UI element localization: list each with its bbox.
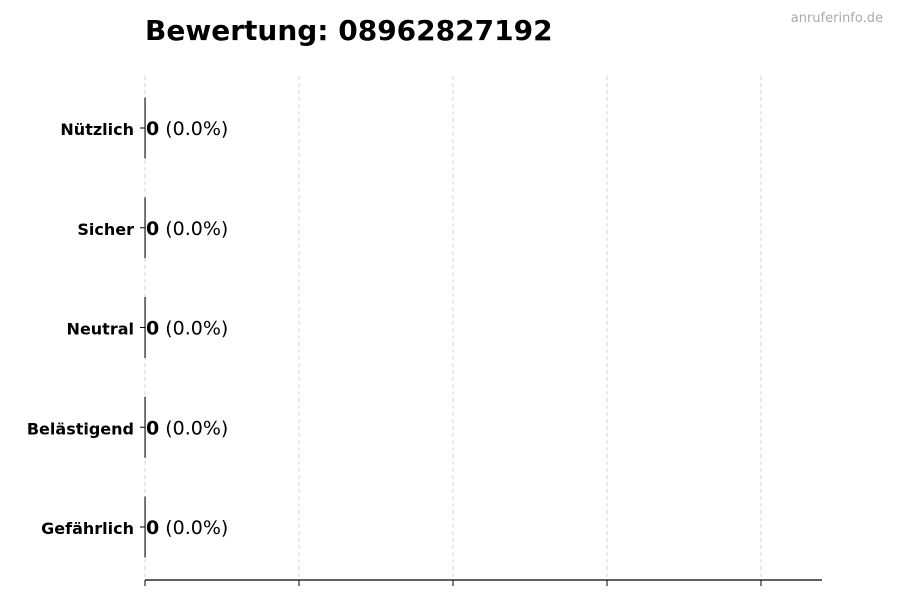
data-label-count: 0 [146, 417, 159, 439]
data-label-percent: (0.0%) [165, 318, 228, 340]
data-label-percent: (0.0%) [165, 417, 228, 439]
category-label: Belästigend [27, 419, 134, 438]
data-label-percent: (0.0%) [165, 118, 228, 140]
category-label: Sicher [77, 220, 134, 239]
data-label-count: 0 [146, 118, 159, 140]
data-label: 0 (0.0%) [146, 417, 228, 439]
data-label-count: 0 [146, 318, 159, 340]
watermark: anruferinfo.de [791, 11, 883, 26]
chart-title: Bewertung: 08962827192 [145, 14, 553, 47]
category-label: Gefährlich [41, 519, 134, 538]
data-label: 0 (0.0%) [146, 517, 228, 539]
data-label: 0 (0.0%) [146, 118, 228, 140]
data-label-count: 0 [146, 218, 159, 240]
data-label-percent: (0.0%) [165, 517, 228, 539]
data-label: 0 (0.0%) [146, 218, 228, 240]
data-label: 0 (0.0%) [146, 318, 228, 340]
category-label: Neutral [67, 320, 134, 339]
data-label-percent: (0.0%) [165, 218, 228, 240]
data-label-count: 0 [146, 517, 159, 539]
category-label: Nützlich [60, 120, 134, 139]
